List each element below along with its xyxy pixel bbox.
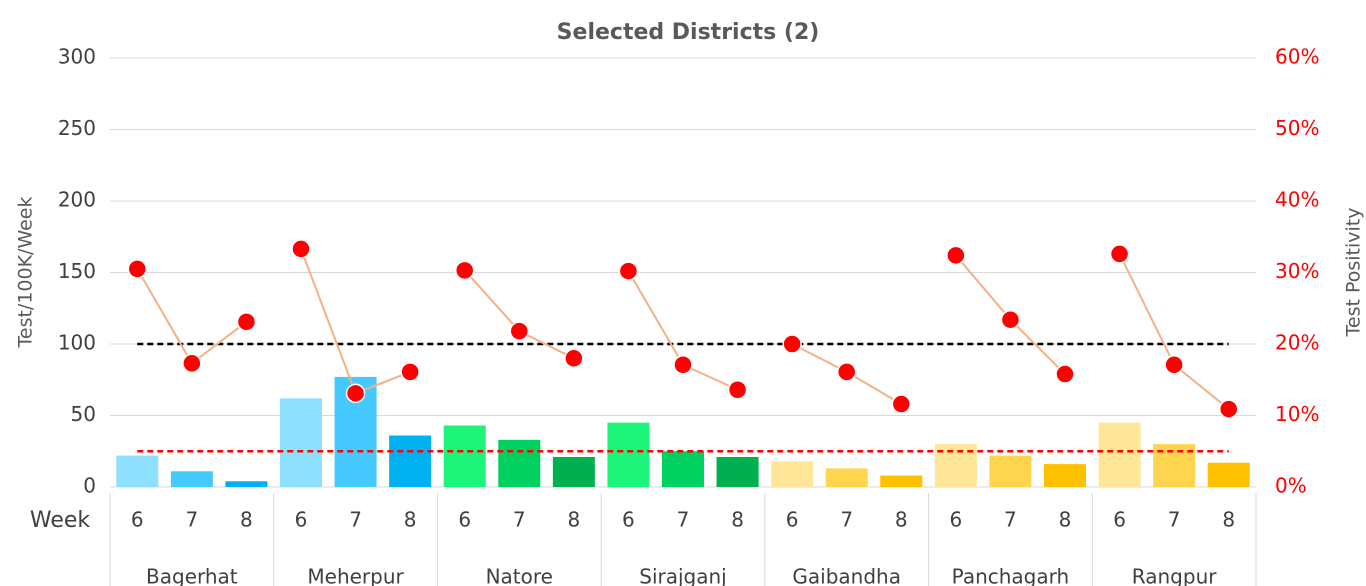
bar: [389, 435, 432, 487]
bar: [771, 461, 814, 487]
x-tick-label: 6: [622, 508, 635, 532]
bar: [607, 422, 650, 487]
y-tick-label: 300: [58, 45, 96, 69]
line-marker: [1164, 354, 1184, 375]
bar: [443, 425, 486, 487]
y-tick-label: 100: [58, 331, 96, 355]
line-marker: [454, 260, 475, 281]
y-tick-label: 50: [71, 402, 96, 426]
group-label: Meherpur: [307, 565, 404, 586]
group-label: Gaibandha: [792, 565, 901, 586]
x-tick-label: 6: [295, 508, 308, 532]
group-label: Natore: [486, 565, 553, 586]
y2-tick-label: 0%: [1275, 474, 1307, 498]
x-tick-label: 6: [949, 508, 962, 532]
bar: [170, 471, 213, 487]
line-marker: [236, 312, 257, 332]
line-marker: [127, 259, 148, 279]
line-marker: [345, 383, 366, 404]
group-label: Sirajganj: [639, 565, 726, 586]
bar: [1098, 422, 1141, 487]
line-marker: [1218, 399, 1239, 419]
x-tick-label: 7: [840, 508, 853, 532]
bar: [1044, 464, 1086, 487]
y-tick-label: 150: [58, 259, 96, 283]
x-tick-label: 6: [1113, 508, 1126, 532]
line-marker: [509, 321, 530, 341]
line-segment: [136, 268, 248, 365]
y2-tick-label: 60%: [1275, 45, 1319, 69]
x-tick-label: 8: [567, 508, 580, 532]
bar: [552, 456, 595, 487]
x-axis-title: Week: [30, 508, 91, 533]
x-tick-label: 6: [458, 508, 471, 532]
x-tick-label: 8: [404, 508, 417, 532]
x-tick-label: 8: [895, 508, 908, 532]
x-tick-label: 8: [1059, 508, 1072, 532]
line-marker: [564, 348, 584, 369]
y-axis-title: Test/100K/Week: [15, 197, 37, 349]
line-marker: [1000, 309, 1021, 330]
bar: [498, 439, 541, 487]
group-label: Bagerhat: [146, 565, 238, 586]
y2-tick-label: 20%: [1275, 331, 1319, 355]
line-marker: [1055, 364, 1075, 384]
x-tick-label: 8: [240, 508, 253, 532]
bar: [225, 481, 268, 487]
x-tick-label: 6: [131, 508, 144, 532]
bar: [716, 456, 759, 487]
line-marker: [400, 362, 420, 382]
bar: [280, 398, 322, 487]
x-tick-label: 8: [1222, 508, 1235, 532]
bar: [662, 451, 704, 487]
line-marker: [618, 261, 639, 281]
bar: [825, 468, 868, 487]
line-marker: [782, 334, 802, 354]
line-marker: [727, 380, 748, 400]
y2-tick-label: 40%: [1275, 188, 1319, 212]
y2-tick-label: 50%: [1275, 116, 1319, 140]
x-tick-label: 7: [1168, 508, 1181, 532]
line-marker: [673, 354, 693, 375]
x-tick-label: 7: [677, 508, 690, 532]
x-tick-label: 7: [185, 508, 198, 532]
line-marker: [182, 353, 202, 374]
x-tick-label: 7: [1004, 508, 1017, 532]
group-label: Rangpur: [1132, 565, 1217, 586]
line-segment: [1118, 253, 1230, 410]
line-marker: [291, 239, 311, 259]
x-tick-label: 7: [513, 508, 526, 532]
y2-tick-label: 10%: [1275, 402, 1319, 426]
y-tick-label: 200: [58, 188, 96, 212]
bar: [989, 455, 1032, 487]
bar: [116, 455, 159, 487]
line-segment: [300, 248, 411, 395]
line-marker: [946, 245, 966, 266]
line-marker: [891, 394, 912, 414]
x-tick-label: 7: [349, 508, 362, 532]
x-tick-label: 8: [731, 508, 744, 532]
y-tick-label: 250: [58, 116, 96, 140]
y2-axis-title: Test Positivity: [1343, 208, 1365, 338]
line-marker: [836, 362, 857, 382]
chart-title: Selected Districts (2): [557, 20, 820, 45]
line-marker: [1109, 244, 1130, 264]
x-tick-label: 6: [786, 508, 799, 532]
y-tick-label: 0: [83, 474, 96, 498]
bar: [880, 475, 923, 487]
bar: [1207, 462, 1250, 487]
y2-tick-label: 30%: [1275, 259, 1319, 283]
group-label: Panchagarh: [952, 565, 1070, 586]
